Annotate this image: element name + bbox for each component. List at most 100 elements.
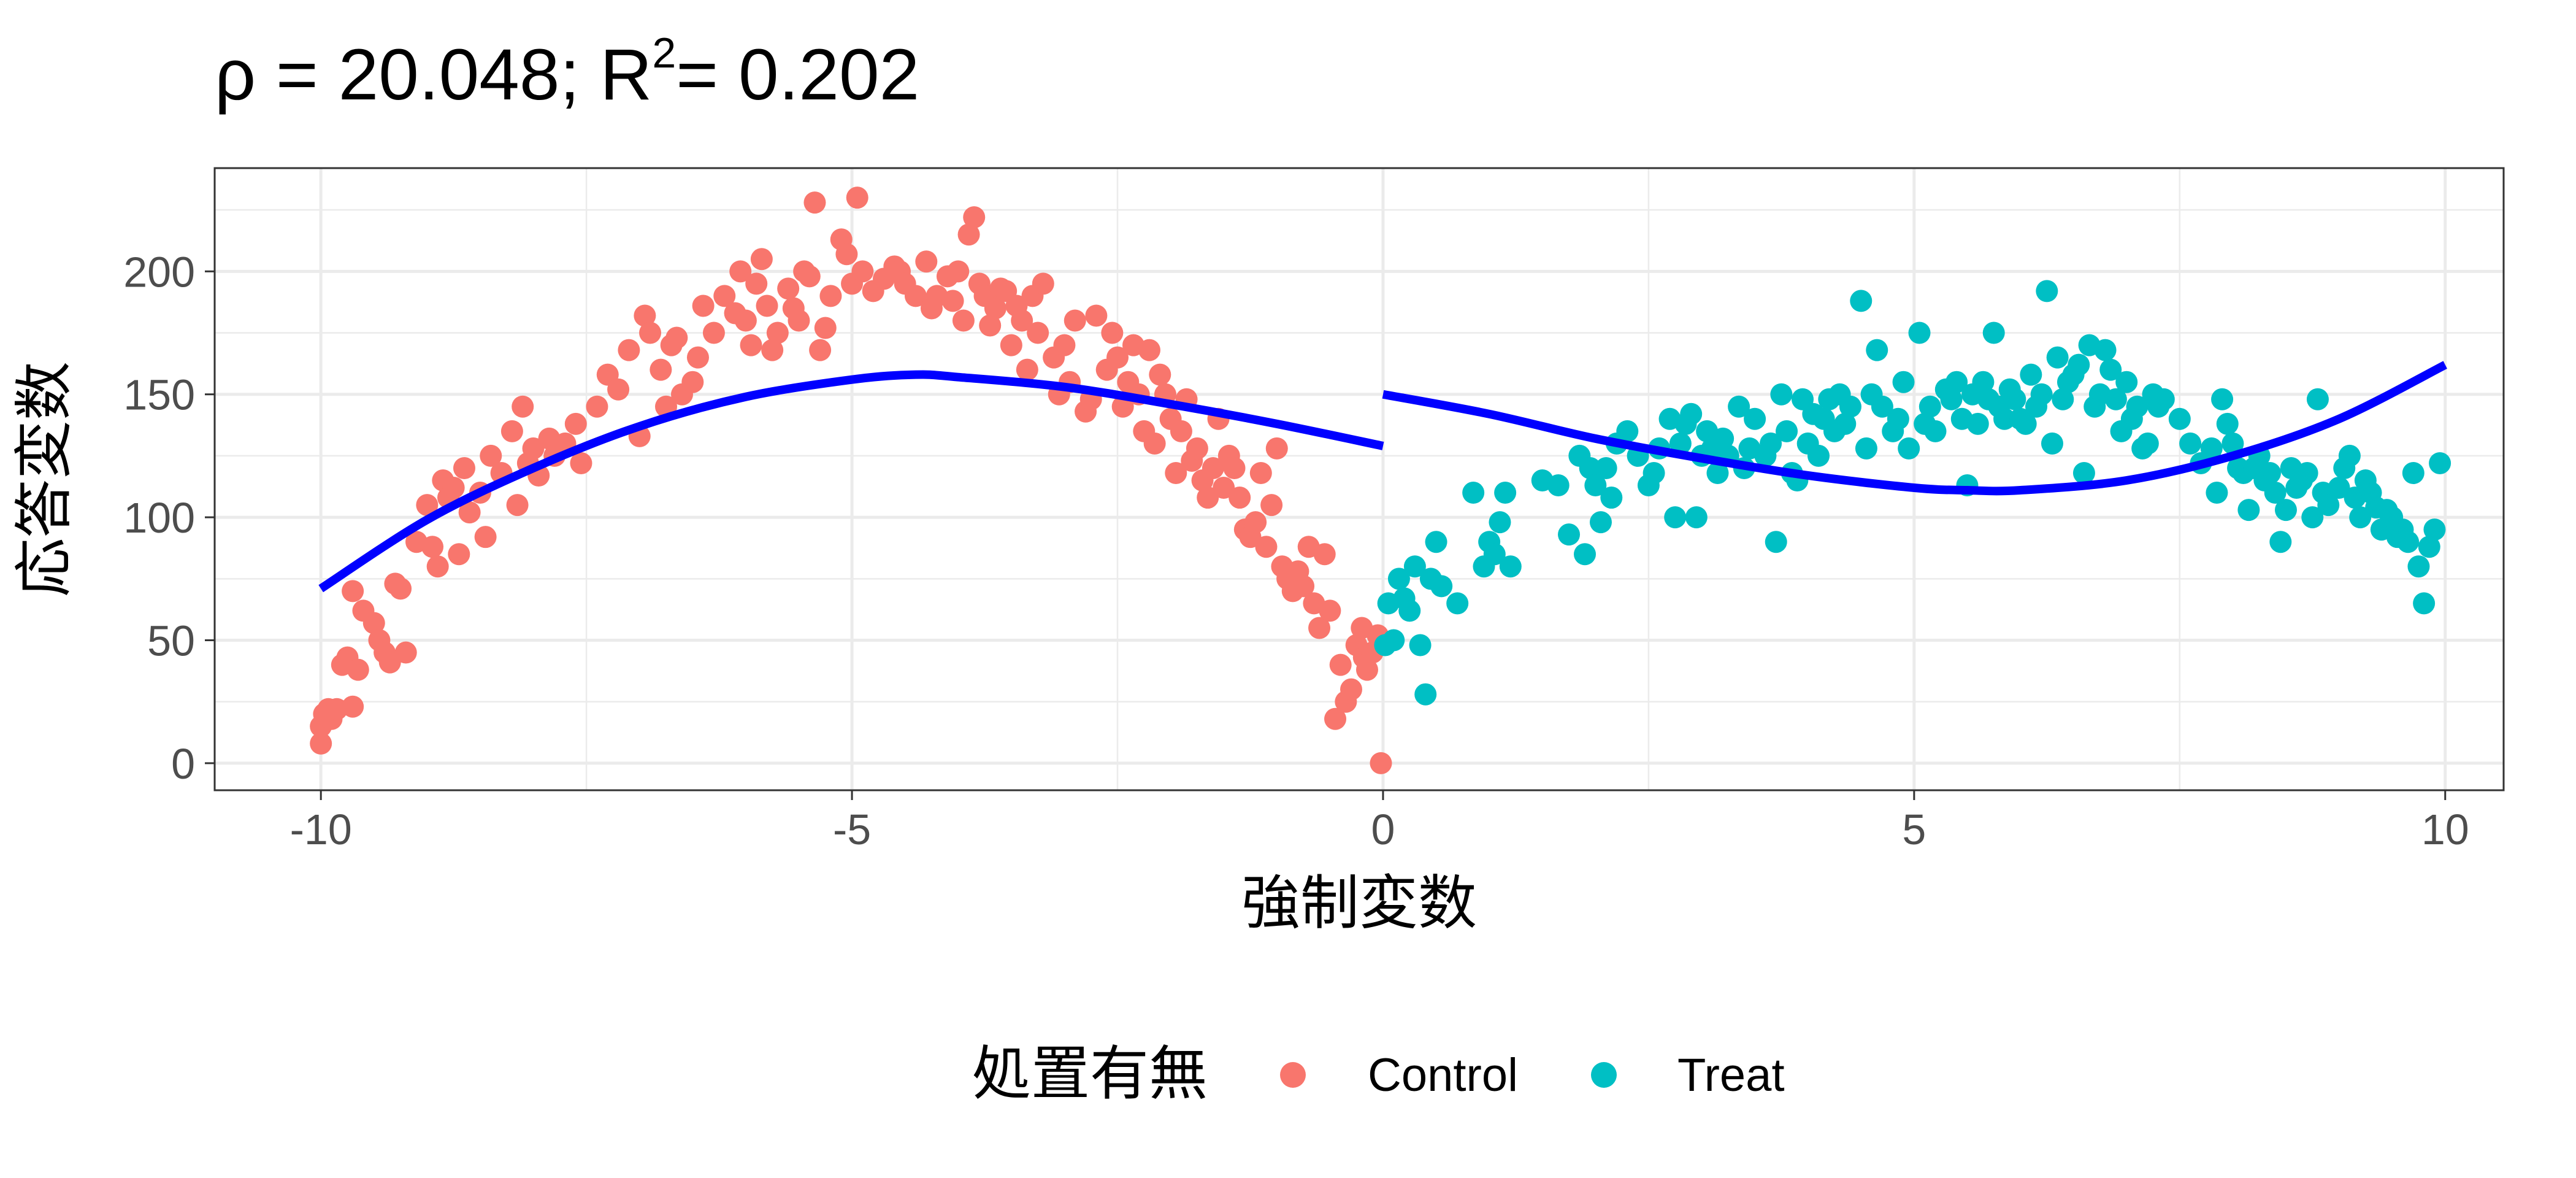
point-control: [607, 378, 630, 401]
point-control: [803, 191, 826, 214]
point-control: [1255, 536, 1278, 558]
point-treat: [1855, 437, 1877, 460]
point-treat: [2072, 461, 2095, 484]
point-treat: [1616, 420, 1639, 442]
point-treat: [1908, 321, 1931, 344]
point-control: [1319, 599, 1341, 622]
point-control: [1308, 617, 1331, 639]
point-treat: [1685, 506, 1708, 529]
plot-panel: [213, 167, 2505, 791]
point-treat: [1728, 395, 1750, 418]
point-control: [570, 452, 592, 474]
point-treat: [1770, 383, 1793, 406]
y-axis-title: 応答変数: [12, 361, 77, 597]
x-tick-label: -10: [290, 806, 352, 853]
point-control: [506, 494, 529, 517]
point-treat: [1643, 461, 1665, 484]
panel-border: [213, 167, 2505, 791]
legend: 処置有無 Control Treat: [972, 1041, 1785, 1107]
point-treat: [2216, 412, 2239, 435]
point-control: [442, 477, 465, 499]
point-control: [522, 437, 545, 460]
point-control: [904, 285, 927, 307]
fit-lines: [318, 361, 2447, 593]
point-control: [1170, 420, 1192, 442]
fit-control-line: [318, 370, 1384, 593]
point-control: [1324, 707, 1347, 730]
point-control: [761, 339, 784, 361]
point-treat: [1584, 474, 1607, 497]
point-treat: [1919, 395, 1941, 418]
point-control: [1138, 339, 1160, 361]
point-control: [734, 309, 757, 332]
point-treat: [1712, 427, 1735, 450]
point-treat: [2269, 531, 2292, 553]
point-control: [1064, 309, 1086, 332]
point-treat: [1680, 402, 1703, 425]
point-control: [915, 250, 938, 273]
point-treat: [1834, 412, 1857, 435]
point-treat: [1982, 321, 2005, 344]
point-treat: [1776, 420, 1798, 442]
point-treat: [2099, 358, 2122, 381]
point-control: [342, 695, 364, 718]
title-superscript: 2: [652, 29, 676, 77]
point-treat: [2136, 432, 2159, 455]
point-control: [686, 346, 709, 369]
point-control: [564, 412, 587, 435]
point-treat: [1871, 395, 1893, 418]
legend-label-control: Control: [1368, 1049, 1518, 1101]
point-control: [416, 494, 439, 517]
point-control: [729, 260, 752, 283]
point-control: [1229, 487, 1251, 509]
point-control: [809, 339, 832, 361]
point-treat: [2115, 371, 2138, 393]
point-treat: [1706, 461, 1729, 484]
point-treat: [2206, 482, 2228, 504]
point-control: [1329, 653, 1352, 676]
point-treat: [1494, 482, 1517, 504]
point-control: [963, 206, 986, 229]
point-control: [618, 339, 640, 361]
point-control: [1101, 321, 1124, 344]
point-control: [1011, 309, 1033, 332]
point-treat: [2338, 444, 2361, 467]
point-treat: [2068, 353, 2090, 376]
point-control: [1260, 494, 1283, 517]
point-control: [448, 543, 470, 566]
point-treat: [2413, 592, 2436, 615]
point-treat: [2152, 388, 2175, 410]
legend-key-control: [1280, 1062, 1306, 1088]
point-treat: [1898, 437, 1920, 460]
point-control: [702, 321, 725, 344]
point-treat: [2418, 536, 2440, 558]
x-tick-label: -5: [833, 806, 871, 853]
point-treat: [2179, 432, 2202, 455]
point-treat: [2041, 432, 2063, 455]
title-suffix: = 0.202: [676, 34, 919, 115]
point-treat: [1574, 543, 1597, 566]
point-treat: [1600, 487, 1623, 509]
x-axis: -10 -5 0 5 10: [290, 790, 2469, 853]
point-treat: [1966, 412, 1989, 435]
point-control: [378, 651, 401, 674]
point-treat: [2349, 506, 2372, 529]
point-treat: [2168, 407, 2191, 430]
point-control: [362, 612, 385, 634]
point-control: [458, 501, 481, 524]
point-control: [1032, 272, 1054, 295]
point-control: [740, 334, 762, 356]
point-control: [1355, 658, 1378, 681]
point-treat: [1430, 575, 1453, 598]
point-treat: [1993, 407, 2016, 430]
point-control: [394, 641, 417, 664]
point-control: [1223, 456, 1246, 479]
point-treat: [2301, 506, 2324, 529]
point-control: [750, 248, 773, 271]
x-tick-label: 10: [2421, 806, 2469, 853]
x-tick-label: 5: [1902, 806, 1926, 853]
point-control: [846, 187, 868, 209]
y-tick-label: 50: [147, 617, 195, 665]
point-control: [586, 395, 608, 418]
point-control: [421, 536, 444, 558]
